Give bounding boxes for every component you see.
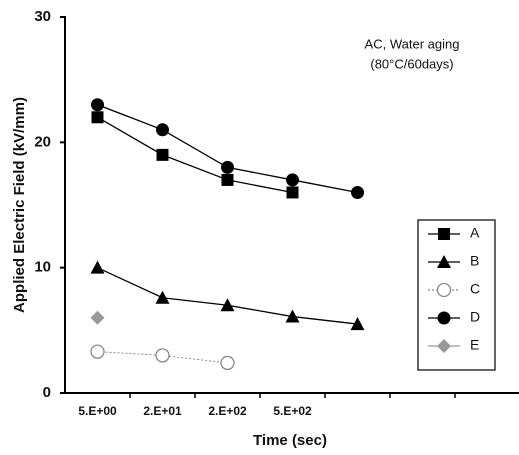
legend-label: E xyxy=(470,337,479,353)
data-point xyxy=(351,185,364,199)
x-tick-label: 5.E+02 xyxy=(273,404,312,418)
y-tick-label: 0 xyxy=(43,384,51,401)
data-point xyxy=(350,317,365,331)
x-axis-label: Time (sec) xyxy=(253,432,327,449)
legend-marker xyxy=(436,282,452,298)
series-line xyxy=(97,116,293,194)
legend-label: A xyxy=(470,225,480,241)
legend-marker xyxy=(437,311,451,325)
legend-label: C xyxy=(470,281,480,297)
data-point xyxy=(221,160,234,174)
data-point xyxy=(156,123,169,137)
data-point xyxy=(220,298,235,312)
legend-box xyxy=(417,219,496,371)
data-point xyxy=(286,173,299,187)
data-point xyxy=(90,310,105,325)
data-point xyxy=(155,290,170,304)
y-axis-label: Applied Electric Field (kV/mm) xyxy=(11,97,28,313)
y-tick-label: 30 xyxy=(34,8,51,25)
legend-label: D xyxy=(470,309,480,325)
annotation: AC, Water aging xyxy=(365,36,460,51)
data-point xyxy=(155,348,170,363)
legend-marker xyxy=(437,339,451,353)
data-point xyxy=(286,186,299,199)
series-line xyxy=(97,267,358,325)
data-point xyxy=(285,309,300,323)
data-point xyxy=(91,98,104,112)
x-tick-label: 5.E+00 xyxy=(78,404,117,418)
legend-label: B xyxy=(470,253,479,269)
data-point xyxy=(221,173,234,186)
data-point xyxy=(156,148,169,161)
x-tick-label: 2.E+01 xyxy=(143,404,182,418)
y-tick-label: 10 xyxy=(34,259,51,276)
legend-marker xyxy=(437,255,451,268)
data-point xyxy=(90,344,105,359)
annotation: (80°C/60days) xyxy=(370,56,453,71)
legend-marker xyxy=(438,228,450,240)
y-tick-label: 20 xyxy=(34,133,51,150)
data-point xyxy=(220,355,235,371)
x-tick-label: 2.E+02 xyxy=(208,404,247,418)
data-point xyxy=(90,260,105,274)
data-point xyxy=(91,111,104,124)
